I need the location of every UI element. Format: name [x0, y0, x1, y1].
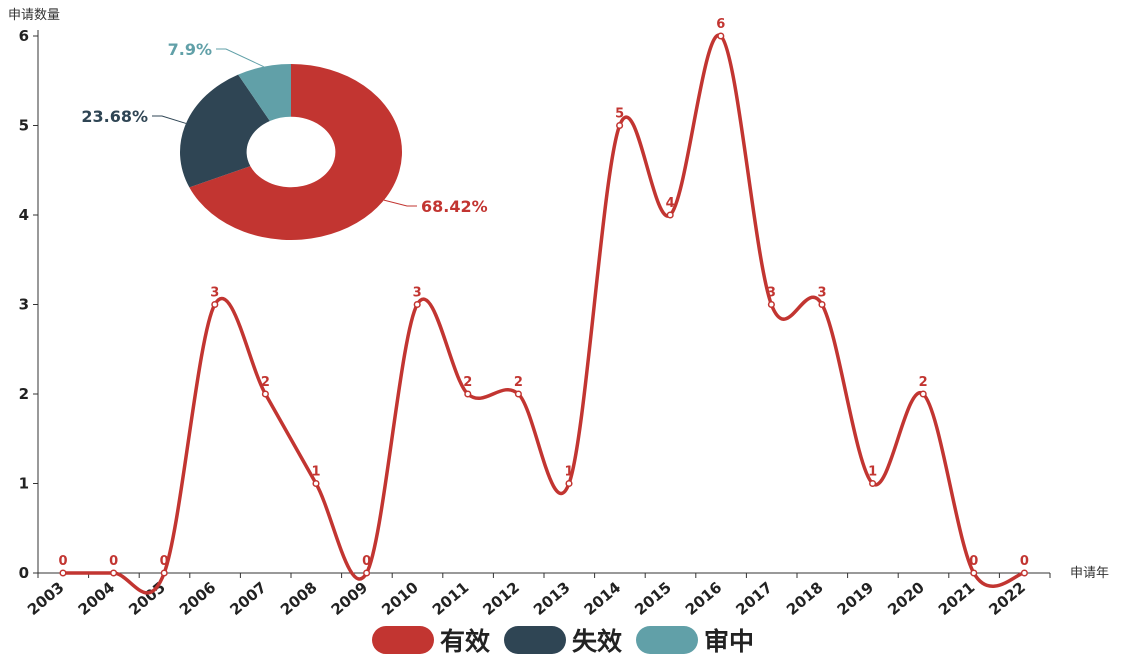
x-tick-label: 2004	[75, 578, 119, 619]
data-point[interactable]	[261, 390, 269, 398]
x-tick-label: 2008	[277, 578, 321, 619]
data-point[interactable]	[869, 479, 877, 488]
data-point[interactable]	[818, 300, 826, 309]
data-point[interactable]	[767, 300, 775, 309]
x-tick-label: 2015	[631, 578, 675, 619]
data-point[interactable]	[514, 390, 522, 398]
y-tick-label: 1	[19, 475, 29, 493]
data-label: 0	[58, 554, 67, 569]
pie-label: 68.42%	[421, 197, 488, 216]
legend-label-pending: 审中	[704, 627, 755, 656]
data-label: 5	[615, 107, 624, 122]
data-label: 0	[160, 554, 169, 569]
data-point[interactable]	[565, 479, 573, 488]
pie-label: 23.68%	[81, 107, 148, 126]
y-tick-label: 3	[19, 296, 29, 314]
donut-chart: 68.42% 23.68% 7.9%	[81, 40, 488, 240]
x-tick-label: 2011	[429, 578, 473, 619]
pie-label-line	[152, 115, 187, 124]
y-axis-ticks: 0 1 2 3 4 5 6	[19, 27, 38, 582]
legend-label-valid: 有效	[439, 627, 490, 656]
x-tick-label: 2022	[985, 578, 1029, 619]
pie-slice[interactable]	[180, 74, 270, 188]
x-tick-label: 2007	[226, 578, 270, 619]
y-tick-label: 5	[19, 117, 29, 135]
data-points: 0 0 0 3 2 1 0 3 2 2 1 5 4 6 3 3 1 2 0 0	[58, 17, 1029, 577]
legend-item-valid[interactable]: 有效	[371, 622, 490, 658]
data-point[interactable]	[616, 121, 624, 130]
x-tick-label: 2009	[328, 578, 372, 619]
series-line	[62, 33, 1025, 595]
data-label: 1	[868, 465, 877, 480]
legend-swatch-pending	[636, 626, 698, 654]
data-label: 2	[261, 375, 270, 390]
data-point[interactable]	[363, 569, 371, 577]
data-point[interactable]	[211, 300, 219, 309]
x-tick-label: 2017	[732, 578, 776, 619]
data-point[interactable]	[413, 300, 421, 309]
y-tick-label: 2	[19, 385, 29, 403]
pie-slice[interactable]	[238, 64, 291, 122]
data-point[interactable]	[717, 32, 725, 40]
legend-item-pending[interactable]: 审中	[636, 622, 754, 658]
data-label: 3	[817, 286, 826, 301]
pie-label-line	[216, 48, 264, 68]
data-label: 1	[564, 465, 573, 480]
legend-swatch-valid	[371, 626, 434, 654]
data-label: 0	[109, 554, 118, 569]
x-tick-label: 2003	[24, 578, 68, 619]
data-point[interactable]	[464, 390, 472, 398]
x-axis-ticks: 2003 2004 2005 2006 2007 2008 2009 2010 2011 2012…	[24, 573, 1051, 619]
x-tick-label: 2010	[378, 578, 422, 619]
data-label: 2	[514, 375, 523, 390]
x-tick-label: 2006	[176, 578, 220, 619]
legend-label-invalid: 失效	[571, 627, 622, 656]
data-label: 1	[311, 465, 320, 480]
y-axis-title: 申请数量	[8, 8, 60, 23]
data-label: 0	[362, 554, 371, 569]
data-point[interactable]	[312, 479, 320, 488]
data-label: 3	[413, 286, 422, 301]
data-label: 6	[716, 17, 725, 32]
y-tick-label: 6	[19, 27, 29, 45]
data-point[interactable]	[919, 390, 927, 398]
x-tick-label: 2012	[479, 578, 523, 619]
x-tick-label: 2013	[530, 578, 574, 619]
data-point[interactable]	[1020, 569, 1028, 577]
pie-slice[interactable]	[189, 64, 402, 240]
pie-label-line	[383, 199, 417, 207]
data-label: 0	[969, 554, 978, 569]
data-point[interactable]	[160, 569, 168, 577]
data-label: 3	[767, 286, 776, 301]
x-tick-label: 2018	[783, 578, 827, 619]
data-point[interactable]	[666, 211, 674, 219]
x-tick-label: 2021	[935, 578, 979, 619]
data-point[interactable]	[59, 569, 67, 577]
x-axis-title: 申请年	[1070, 566, 1109, 581]
x-tick-label: 2014	[581, 578, 625, 619]
y-tick-label: 0	[19, 564, 29, 582]
x-tick-label: 2019	[834, 578, 878, 619]
x-tick-label: 2016	[682, 578, 726, 619]
data-label: 2	[919, 375, 928, 390]
data-label: 4	[666, 196, 675, 211]
legend-item-invalid[interactable]: 失效	[503, 622, 622, 658]
data-label: 3	[210, 286, 219, 301]
data-point[interactable]	[110, 569, 118, 577]
pie-label: 7.9%	[168, 40, 212, 59]
data-point[interactable]	[970, 569, 978, 577]
y-tick-label: 4	[19, 206, 29, 224]
data-label: 2	[463, 375, 472, 390]
legend: 有效 失效 审中	[0, 622, 1126, 658]
data-label: 0	[1020, 554, 1029, 569]
x-tick-label: 2020	[884, 578, 928, 619]
legend-swatch-invalid	[503, 626, 566, 654]
